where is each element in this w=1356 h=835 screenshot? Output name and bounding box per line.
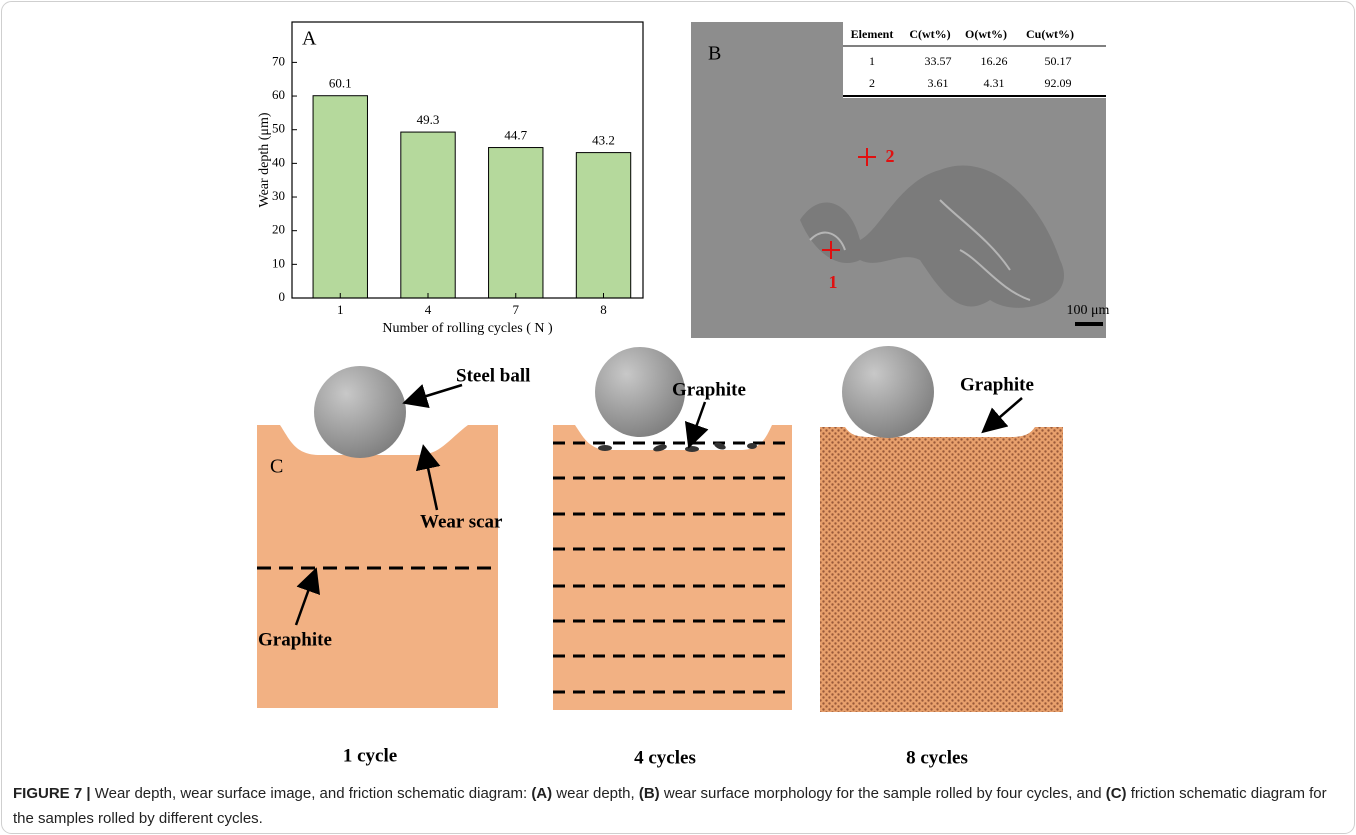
x-tick-label: 8 (600, 302, 607, 317)
y-tick-label: 50 (272, 121, 285, 136)
caption: FIGURE 7 | Wear depth, wear surface imag… (13, 781, 1333, 831)
table-cell: 33.57 (925, 54, 952, 68)
y-tick-label: 60 (272, 87, 285, 102)
table-cell: 3.61 (928, 76, 949, 90)
value-label: 49.3 (417, 112, 440, 127)
bar (576, 153, 630, 298)
y-tick-label: 40 (272, 154, 285, 169)
annotation: Steel ball (456, 365, 530, 386)
caption-text: (C) (1106, 785, 1127, 802)
caption-text: wear surface morphology for the sample r… (660, 785, 1106, 802)
steel-ball (314, 366, 406, 458)
table-cell: 4.31 (984, 76, 1005, 90)
arrow (690, 402, 705, 444)
x-axis-title: Number of rolling cycles ( N ) (382, 321, 553, 336)
bar (401, 132, 455, 298)
y-tick-label: 70 (272, 53, 285, 68)
annotation: Graphite (672, 379, 746, 400)
bar (313, 96, 367, 298)
table-header: C(wt%) (909, 27, 950, 41)
page: {"chart_data": {"type": "bar", "panel_la… (0, 0, 1356, 835)
steel-ball (842, 346, 934, 438)
figure: 0 10 20 30 40 50 60 70 60.1 1 49.3 4 44.7 7 43.2 8 A Numb… (0, 0, 1356, 835)
chart-a: 0 10 20 30 40 50 60 70 60.1 1 49.3 4 44.7 7 43.2 8 A Numb… (257, 22, 643, 336)
sem-panel: B Element C(wt%) O(wt%) Cu(wt%) 1 33.57 16.26 5… (691, 22, 1110, 338)
panel-label: C (270, 456, 283, 478)
arrow (985, 398, 1022, 430)
stage-label: 8 cycles (906, 747, 968, 768)
annotation: Graphite (258, 629, 332, 650)
arrow (407, 385, 462, 402)
caption-text: wear depth, (552, 785, 639, 802)
table-cell: 92.09 (1045, 76, 1072, 90)
stage-label: 4 cycles (634, 747, 696, 768)
caption-text: (A) (531, 785, 552, 802)
caption-text: FIGURE 7 | (13, 785, 95, 802)
annotation: Wear scar (420, 511, 503, 532)
value-label: 60.1 (329, 76, 352, 91)
x-tick-label: 1 (337, 302, 344, 317)
sample-block (820, 427, 1063, 712)
y-axis-title: Wear depth (μm) (257, 112, 272, 207)
table-cell: 16.26 (981, 54, 1008, 68)
stage-label: 1 cycle (343, 745, 397, 766)
y-tick-label: 0 (279, 289, 286, 304)
y-tick-label: 30 (272, 188, 285, 203)
value-label: 44.7 (504, 128, 527, 143)
table-cell: 2 (869, 76, 875, 90)
caption-text: (B) (639, 785, 660, 802)
sample-block (553, 425, 792, 710)
table-cell: 50.17 (1045, 54, 1072, 68)
x-tick-label: 4 (425, 302, 432, 317)
panel-label: B (708, 43, 721, 65)
y-tick-label: 10 (272, 255, 285, 270)
scale-label: 100 μm (1067, 303, 1110, 318)
table-header: Element (851, 27, 894, 41)
table-header: O(wt%) (965, 27, 1007, 41)
point-label: 1 (829, 272, 838, 292)
point-label: 2 (886, 146, 895, 166)
caption-text: Wear depth, wear surface image, and fric… (95, 785, 532, 802)
panel-label: A (302, 28, 317, 50)
bar (489, 148, 543, 298)
value-label: 43.2 (592, 133, 615, 148)
schematic: C Steel ball Wear scar Graphite Graphite… (257, 346, 1063, 768)
annotation: Graphite (960, 374, 1034, 395)
y-tick-label: 20 (272, 222, 285, 237)
x-tick-label: 7 (513, 302, 520, 317)
table-header: Cu(wt%) (1026, 27, 1074, 41)
table-cell: 1 (869, 54, 875, 68)
